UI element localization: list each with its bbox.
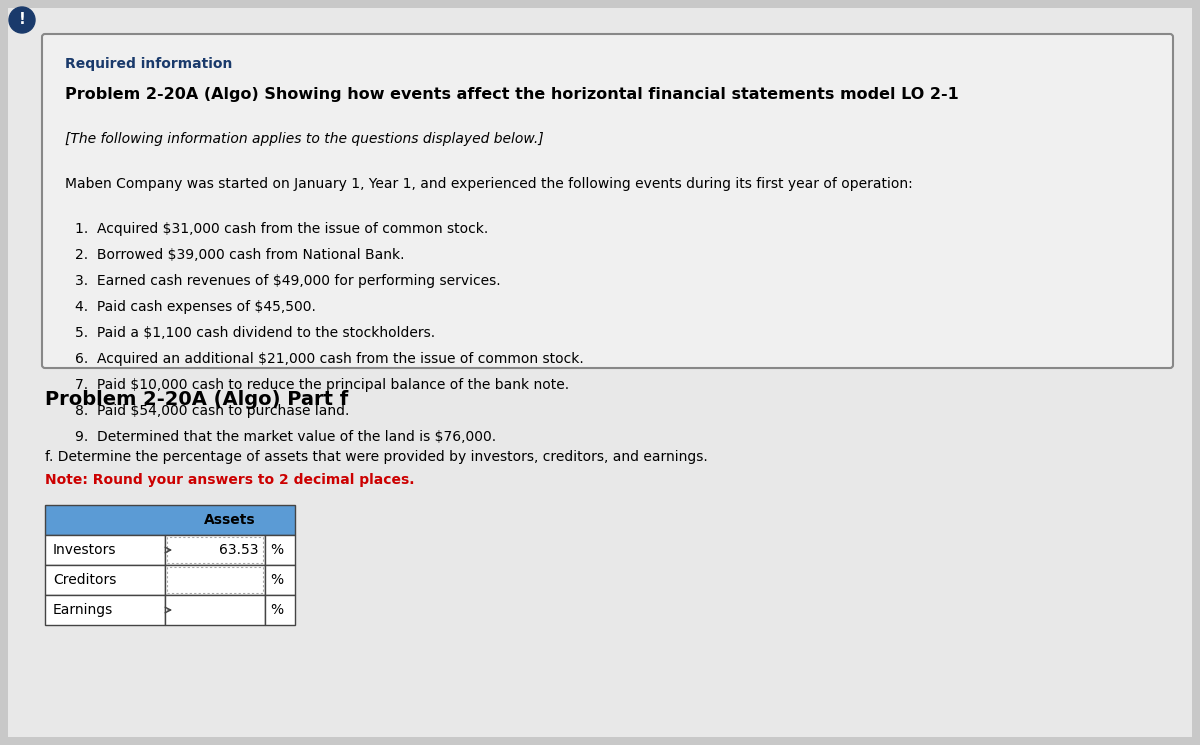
Text: Earnings: Earnings bbox=[53, 603, 113, 617]
Text: 6.  Acquired an additional $21,000 cash from the issue of common stock.: 6. Acquired an additional $21,000 cash f… bbox=[74, 352, 583, 366]
Bar bbox=[166, 565, 265, 595]
Text: Note: Round your answers to 2 decimal places.: Note: Round your answers to 2 decimal pl… bbox=[46, 473, 414, 487]
Bar bbox=[265, 535, 295, 565]
Text: 3.  Earned cash revenues of $49,000 for performing services.: 3. Earned cash revenues of $49,000 for p… bbox=[74, 274, 500, 288]
Text: f. Determine the percentage of assets that were provided by investors, creditors: f. Determine the percentage of assets th… bbox=[46, 450, 708, 464]
Text: 8.  Paid $54,000 cash to purchase land.: 8. Paid $54,000 cash to purchase land. bbox=[74, 404, 349, 418]
Circle shape bbox=[10, 7, 35, 33]
Bar bbox=[46, 595, 166, 625]
Text: !: ! bbox=[18, 13, 25, 28]
Text: Problem 2-20A (Algo) Showing how events affect the horizontal financial statemen: Problem 2-20A (Algo) Showing how events … bbox=[65, 87, 959, 102]
Text: 2.  Borrowed $39,000 cash from National Bank.: 2. Borrowed $39,000 cash from National B… bbox=[74, 248, 404, 262]
Text: Required information: Required information bbox=[65, 57, 233, 71]
Bar bbox=[265, 595, 295, 625]
Bar bbox=[166, 595, 265, 625]
Text: [The following information applies to the questions displayed below.]: [The following information applies to th… bbox=[65, 132, 544, 146]
Text: 5.  Paid a $1,100 cash dividend to the stockholders.: 5. Paid a $1,100 cash dividend to the st… bbox=[74, 326, 436, 340]
Text: Investors: Investors bbox=[53, 543, 116, 557]
Bar bbox=[46, 535, 166, 565]
Text: Assets: Assets bbox=[204, 513, 256, 527]
Text: 9.  Determined that the market value of the land is $76,000.: 9. Determined that the market value of t… bbox=[74, 430, 496, 444]
Bar bbox=[167, 567, 263, 593]
Bar bbox=[46, 505, 295, 535]
Text: 4.  Paid cash expenses of $45,500.: 4. Paid cash expenses of $45,500. bbox=[74, 300, 316, 314]
Bar bbox=[167, 537, 263, 563]
Text: Maben Company was started on January 1, Year 1, and experienced the following ev: Maben Company was started on January 1, … bbox=[65, 177, 913, 191]
Bar bbox=[166, 535, 265, 565]
Text: 1.  Acquired $31,000 cash from the issue of common stock.: 1. Acquired $31,000 cash from the issue … bbox=[74, 222, 488, 236]
Text: Problem 2-20A (Algo) Part f: Problem 2-20A (Algo) Part f bbox=[46, 390, 348, 409]
Text: %: % bbox=[270, 603, 283, 617]
Text: %: % bbox=[270, 543, 283, 557]
Text: 63.53: 63.53 bbox=[220, 543, 259, 557]
Text: 7.  Paid $10,000 cash to reduce the principal balance of the bank note.: 7. Paid $10,000 cash to reduce the princ… bbox=[74, 378, 569, 392]
Bar bbox=[46, 565, 166, 595]
Bar bbox=[265, 565, 295, 595]
Text: Creditors: Creditors bbox=[53, 573, 116, 587]
Text: %: % bbox=[270, 573, 283, 587]
FancyBboxPatch shape bbox=[42, 34, 1174, 368]
